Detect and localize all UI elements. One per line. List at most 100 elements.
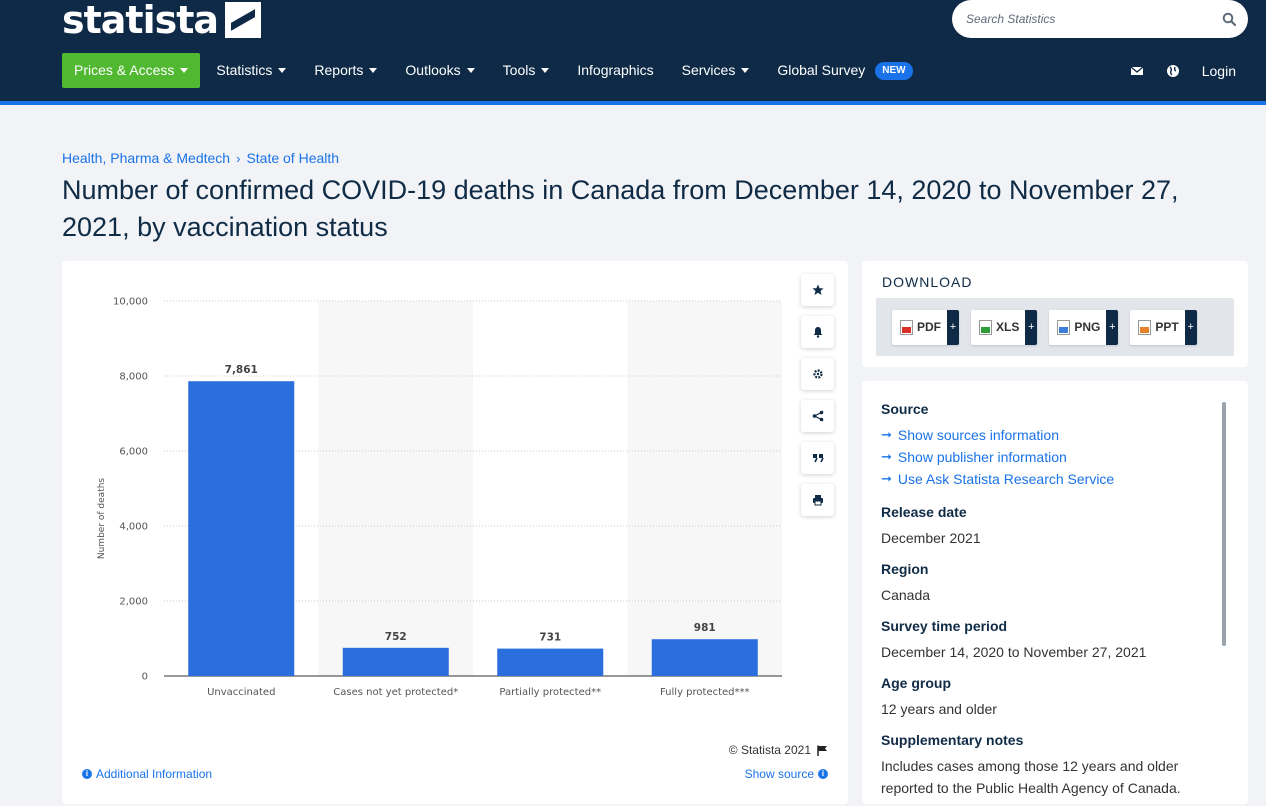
- login-link[interactable]: Login: [1201, 62, 1236, 79]
- data-label: 981: [694, 622, 716, 634]
- share-icon: [812, 410, 823, 422]
- xls-file-icon: [979, 319, 992, 335]
- download-ppt-button[interactable]: PPT +: [1130, 309, 1197, 345]
- supplementary-notes-value: Includes cases among those 12 years and …: [881, 758, 1181, 796]
- details-scrollbar[interactable]: [1222, 402, 1226, 646]
- info-icon: i: [82, 769, 92, 779]
- nav-reports[interactable]: Reports: [300, 53, 391, 88]
- nav-statistics[interactable]: Statistics: [202, 53, 300, 88]
- nav-tools[interactable]: Tools: [489, 53, 564, 88]
- x-tick-label: Cases not yet protected*: [333, 687, 458, 698]
- x-tick-label: Partially protected**: [499, 687, 601, 698]
- statistic-details-card: Source ➞ Show sources information ➞ Show p…: [862, 381, 1248, 804]
- download-ppt-label: PPT: [1155, 320, 1179, 334]
- print-button[interactable]: [801, 484, 834, 516]
- gear-icon: [812, 369, 823, 379]
- nav-label: Outlooks: [405, 62, 461, 78]
- arrow-right-icon: ➞: [881, 449, 892, 464]
- search-box: [952, 0, 1248, 38]
- ppt-file-icon: [1138, 319, 1152, 335]
- notification-button[interactable]: [801, 316, 834, 348]
- arrow-right-icon: ➞: [881, 427, 892, 442]
- favorite-button[interactable]: [801, 274, 834, 306]
- y-tick-label: 8,000: [119, 372, 148, 383]
- search-input[interactable]: [966, 0, 1216, 38]
- nav-label: Tools: [502, 62, 536, 78]
- plus-icon: +: [1184, 309, 1197, 345]
- region-value: Canada: [881, 587, 931, 603]
- globe-icon[interactable]: [1166, 64, 1180, 78]
- nav-infographics[interactable]: Infographics: [563, 53, 667, 88]
- data-label: 7,861: [225, 364, 258, 376]
- download-xls-label: XLS: [996, 320, 1020, 334]
- info-icon: i: [818, 769, 828, 779]
- download-pdf-label: PDF: [917, 320, 941, 334]
- bell-icon: [813, 327, 822, 338]
- mail-icon[interactable]: [1130, 64, 1144, 78]
- quote-icon: [812, 454, 824, 463]
- survey-period-value: December 14, 2020 to November 27, 2021: [881, 644, 1147, 660]
- page-title: Number of confirmed COVID-19 deaths in C…: [62, 175, 1179, 242]
- show-publisher-label: Show publisher information: [897, 449, 1067, 465]
- release-date-label: Release date: [881, 504, 967, 520]
- x-tick-label: Fully protected***: [660, 687, 750, 698]
- plus-icon: +: [1106, 309, 1119, 345]
- download-buttons: PDF + XLS + PNG + PPT +: [876, 298, 1234, 356]
- additional-information-link[interactable]: i Additional Information: [82, 767, 212, 781]
- data-label: 752: [385, 631, 407, 643]
- nav-services[interactable]: Services: [668, 53, 764, 88]
- caret-down-icon: [180, 68, 189, 73]
- nav-label: Prices & Access: [74, 62, 175, 78]
- png-file-icon: [1057, 319, 1071, 335]
- bar-1: [188, 381, 295, 676]
- settings-button[interactable]: [801, 358, 834, 390]
- ask-research-label: Use Ask Statista Research Service: [897, 471, 1115, 487]
- star-icon: [812, 284, 823, 295]
- download-title: DOWNLOAD: [882, 274, 973, 290]
- y-tick-label: 4,000: [119, 522, 148, 533]
- flag-icon[interactable]: [817, 745, 828, 756]
- ask-research-service-link[interactable]: ➞ Use Ask Statista Research Service: [881, 468, 1211, 490]
- release-date-value: December 2021: [881, 530, 981, 546]
- header-accent-line: [0, 101, 1266, 105]
- show-sources-label: Show sources information: [897, 427, 1059, 443]
- statista-logo[interactable]: statista: [62, 0, 262, 40]
- source-label: Source: [881, 401, 929, 417]
- breadcrumb-item-health[interactable]: Health, Pharma & Medtech: [62, 150, 231, 166]
- copyright-text: © Statista 2021: [728, 743, 811, 757]
- y-tick-label: 2,000: [119, 597, 148, 608]
- share-button[interactable]: [801, 400, 834, 432]
- nav-label: Services: [681, 62, 736, 78]
- show-sources-link[interactable]: ➞ Show sources information: [881, 424, 1211, 446]
- y-tick-label: 10,000: [113, 297, 148, 308]
- copyright-notice: © Statista 2021: [729, 743, 828, 757]
- category-band: [318, 301, 473, 676]
- nav-outlooks[interactable]: Outlooks: [391, 53, 488, 88]
- search-icon[interactable]: [1222, 12, 1236, 26]
- category-band: [627, 301, 782, 676]
- download-pdf-button[interactable]: PDF +: [892, 309, 959, 345]
- survey-period-label: Survey time period: [881, 618, 1008, 634]
- age-group-label: Age group: [881, 675, 951, 691]
- top-navigation-bar: statista Prices & Access Statistics Repo…: [0, 0, 1266, 101]
- caret-down-icon: [278, 68, 287, 73]
- show-source-link[interactable]: Show source i: [745, 767, 828, 781]
- show-publisher-link[interactable]: ➞ Show publisher information: [881, 446, 1211, 468]
- show-source-label: Show source: [744, 767, 814, 781]
- y-axis-title: Number of deaths: [97, 478, 107, 560]
- breadcrumb-item-state-of-health[interactable]: State of Health: [246, 150, 340, 166]
- bar-4: [651, 639, 758, 676]
- age-group-value: 12 years and older: [881, 701, 997, 717]
- nav-right-tools: Login: [1130, 53, 1236, 88]
- cite-button[interactable]: [801, 442, 834, 474]
- download-png-button[interactable]: PNG +: [1049, 309, 1119, 345]
- download-xls-button[interactable]: XLS +: [971, 309, 1038, 345]
- main-nav: Prices & Access Statistics Reports Outlo…: [62, 53, 927, 88]
- caret-down-icon: [369, 68, 378, 73]
- chart-tools: [801, 274, 834, 516]
- nav-prices-access[interactable]: Prices & Access: [62, 53, 201, 88]
- chart-card: 0 2,000 4,000 6,000 8,000 10,000 Number of dea…: [62, 261, 848, 804]
- arrow-right-icon: ➞: [881, 471, 892, 486]
- logo-mark-icon: [225, 2, 262, 38]
- nav-global-survey[interactable]: Global Survey NEW: [763, 53, 926, 88]
